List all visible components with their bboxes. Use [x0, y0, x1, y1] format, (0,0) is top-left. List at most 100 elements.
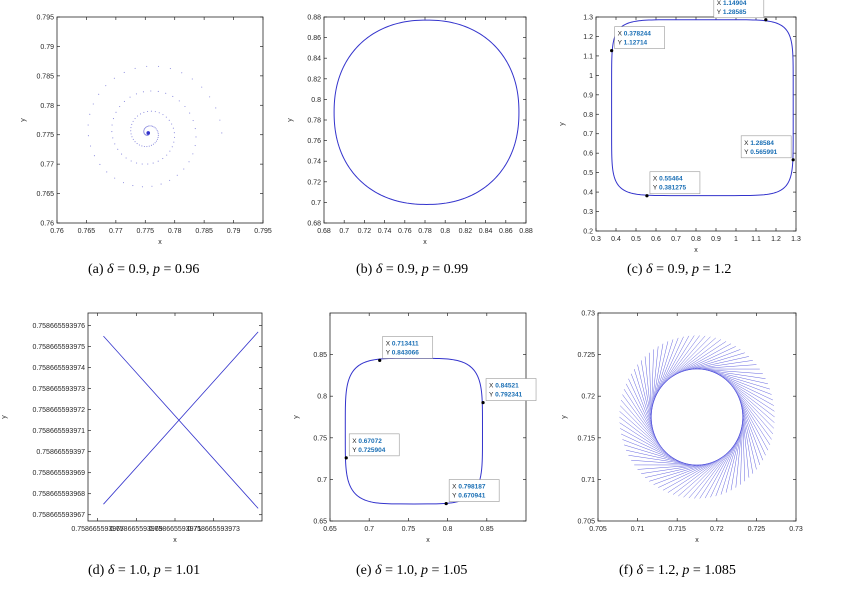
iterate-point [201, 86, 203, 88]
iterate-point [143, 145, 145, 148]
iterate-point [143, 128, 145, 130]
datatip-y-text: Y 0.725904 [352, 447, 386, 454]
y-axis-label: y [293, 415, 300, 419]
iterate-point [151, 185, 153, 187]
datatip-x-value: 0.84521 [495, 383, 519, 390]
iterate-point [171, 123, 173, 125]
y-tick-label: 0.758665593975 [32, 344, 85, 351]
y-tick-label: 1.3 [583, 15, 593, 22]
iterate-point [192, 153, 194, 155]
iterate-point [134, 141, 136, 143]
y-tick-label: 0.2 [583, 229, 593, 236]
x-axis-label: x [426, 537, 430, 544]
datatip-marker [378, 358, 382, 362]
y-tick-label: 0.758665593969 [32, 470, 85, 477]
y-axis-label: y [559, 122, 566, 126]
datatip-x-text: X 1.14904 [717, 0, 747, 7]
iterate-point [141, 163, 143, 165]
x-tick-label: 0.77 [109, 228, 123, 235]
datatip-marker [791, 158, 795, 162]
axes-box-d [87, 312, 263, 522]
iterate-point [168, 119, 170, 121]
datatip-y-text: Y 0.792341 [489, 392, 523, 399]
datatip-x-text: X 0.713411 [386, 340, 419, 347]
iterate-point [157, 131, 159, 133]
iterate-point [172, 95, 174, 98]
x-tick-label: 0.715 [668, 526, 686, 533]
iterate-point [148, 125, 150, 127]
data-layer-d [103, 331, 259, 509]
datatip-y-text: Y 0.670941 [452, 493, 486, 500]
iterate-point [149, 125, 151, 127]
caption-e-label: (e) [356, 563, 372, 578]
iterate-point [178, 100, 180, 102]
iterate-point [132, 120, 134, 122]
x-tick-label: 1.3 [791, 236, 801, 243]
x-axis-label: x [694, 247, 698, 254]
data-layer-a [87, 65, 223, 188]
iterate-point [87, 135, 89, 137]
x-axis-label: x [158, 239, 162, 246]
iterate-point [121, 153, 123, 155]
x-tick-label: 0.795 [254, 228, 272, 235]
y-tick-label: 0.7 [311, 200, 321, 207]
iterate-point [131, 123, 133, 125]
iterate-point [99, 163, 101, 166]
iterate-point [134, 117, 136, 120]
caption-c-p: 1.2 [713, 262, 732, 277]
datatip-x-text: X 0.798187 [452, 484, 486, 491]
datatip-2: X 0.67072 Y 0.725904 [344, 433, 400, 460]
datatip-x-value: 1.14904 [723, 0, 747, 7]
x-tick-label: 0.72 [358, 228, 372, 235]
datatip-1: X 1.14904 Y 1.28585 [713, 0, 768, 22]
orbit-spikes [619, 335, 775, 499]
datatip-marker [645, 194, 649, 198]
iterate-point [219, 119, 221, 121]
caption-e-p: 1.05 [442, 563, 468, 578]
iterate-point [155, 128, 157, 130]
iterate-point [184, 105, 186, 108]
data-layer-f [619, 335, 775, 499]
caption-d-label: (d) [88, 563, 105, 578]
datatip-box [713, 0, 765, 19]
iterate-point [114, 143, 116, 145]
iterate-point [188, 161, 190, 163]
datatip-1: X 0.84521 Y 0.792341 [481, 378, 537, 405]
iterate-point [157, 136, 159, 139]
caption-d-delta: 1.0 [129, 563, 147, 578]
y-tick-label: 0.71 [581, 477, 595, 484]
axes-box-f [597, 312, 797, 522]
iterate-point [147, 163, 149, 165]
y-tick-label: 1.1 [583, 53, 593, 60]
panel-c: 0.3 0.4 0.5 0.6 0.7 0.8 0.9 1 1.1 1.2 1.30.20.30.4… [559, 0, 801, 254]
y-tick-label: 0.84 [307, 56, 321, 63]
caption-e: (e) δ = 1.0, p = 1.05 [356, 563, 468, 578]
y-tick-label: 0.795 [36, 15, 54, 22]
datatip-x-value: 0.67072 [358, 438, 382, 445]
iterate-point [153, 126, 155, 128]
y-axis-label: y [1, 415, 8, 419]
iterate-point [157, 133, 159, 135]
y-tick-label: 0.77 [40, 162, 54, 169]
iterate-point [194, 144, 196, 147]
y-tick-label: 0.76 [40, 221, 54, 228]
datatip-box [740, 135, 792, 159]
iterate-point [215, 107, 217, 109]
datatip-x-text: X 1.28584 [744, 140, 774, 147]
iterate-point [142, 91, 144, 93]
iterate-point [160, 183, 162, 185]
data-layer-c [611, 19, 794, 197]
y-tick-label: 0.72 [581, 394, 595, 401]
y-tick-label: 0.705 [577, 519, 595, 526]
y-tick-label: 0.85 [313, 352, 327, 359]
x-tick-label: 0.76 [398, 228, 412, 235]
iterate-point [123, 71, 125, 74]
caption-b-label: (b) [356, 262, 373, 277]
x-tick-label: 0.79 [227, 228, 241, 235]
iterate-point [154, 111, 156, 113]
datatip-0: X 0.713411 Y 0.843066 [378, 336, 434, 362]
x-tick-label: 0.73 [789, 526, 803, 533]
iterate-point [150, 90, 152, 92]
x-tick-label: 0.758665593973 [187, 526, 240, 533]
